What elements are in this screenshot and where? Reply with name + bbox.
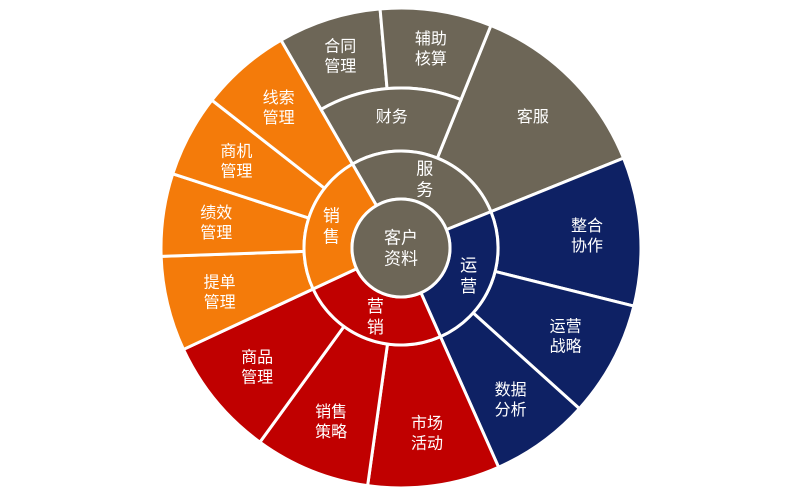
item-label-operation-2-line: 数据 — [495, 380, 527, 399]
item-label-service-0: 客服 — [517, 107, 549, 126]
item-label-operation-0-line: 整合 — [571, 216, 603, 235]
item-label-service-1: 财务 — [376, 107, 408, 126]
category-label-marketing: 营销 — [367, 297, 384, 338]
item-label-operation-2-line: 分析 — [495, 400, 527, 419]
item-label-marketing-0-line: 活动 — [411, 434, 443, 453]
center-hub — [350, 197, 452, 299]
item-label-sales-2-line: 管理 — [220, 161, 252, 180]
subitem-label-service-0-line: 合同 — [324, 36, 356, 55]
center-label-line: 客户 — [384, 229, 418, 249]
item-label-marketing-2: 商品管理 — [241, 348, 273, 387]
subitem-label-service-1: 辅助核算 — [415, 29, 447, 68]
item-label-sales-1: 绩效管理 — [200, 203, 232, 242]
item-label-marketing-1-line: 策略 — [315, 422, 347, 441]
category-label-sales-line: 售 — [323, 228, 340, 248]
item-label-sales-1-line: 管理 — [200, 223, 232, 242]
outer-ring — [159, 6, 643, 490]
category-label-service: 服务 — [416, 159, 433, 200]
subitem-label-service-1-line: 核算 — [415, 49, 447, 68]
item-label-marketing-2-line: 商品 — [241, 348, 273, 367]
category-label-marketing-line: 销 — [367, 318, 384, 338]
item-label-operation-1: 运营战略 — [550, 317, 582, 356]
category-label-service-line: 服 — [416, 159, 433, 179]
item-label-marketing-1-line: 销售 — [315, 402, 347, 421]
subitem-label-service-0: 合同管理 — [324, 36, 356, 75]
center-label-line: 资料 — [384, 250, 418, 270]
item-label-marketing-0-line: 市场 — [411, 414, 443, 433]
item-label-sales-3: 线索管理 — [263, 88, 295, 127]
category-label-operation: 运营 — [460, 256, 477, 297]
item-label-service-1-line: 财务 — [376, 107, 408, 126]
item-label-operation-1-line: 战略 — [550, 337, 582, 356]
category-label-operation-line: 营 — [460, 277, 477, 297]
subitem-label-service-1-line: 辅助 — [415, 29, 447, 48]
item-label-sales-2-line: 商机 — [220, 141, 252, 160]
item-label-sales-2: 商机管理 — [220, 141, 252, 180]
category-label-operation-line: 运 — [460, 256, 477, 276]
item-label-operation-1-line: 运营 — [550, 317, 582, 336]
category-label-sales: 销售 — [323, 207, 340, 248]
item-label-sales-0: 提单管理 — [204, 273, 236, 312]
center-label: 客户资料 — [384, 229, 418, 270]
item-label-operation-0: 整合协作 — [571, 216, 603, 255]
item-label-operation-0-line: 协作 — [571, 236, 603, 255]
category-label-service-line: 务 — [416, 180, 433, 200]
item-label-marketing-1: 销售策略 — [315, 402, 347, 441]
item-label-sales-0-line: 提单 — [204, 273, 236, 292]
category-ring — [302, 149, 500, 347]
labels: 服务客服财务合同管理辅助核算运营整合协作运营战略数据分析营销市场活动销售策略商品… — [200, 29, 603, 452]
item-label-sales-3-line: 线索 — [263, 88, 295, 107]
item-label-sales-3-line: 管理 — [263, 108, 295, 127]
item-label-marketing-2-line: 管理 — [241, 368, 273, 387]
item-label-sales-0-line: 管理 — [204, 293, 236, 312]
item-label-service-0-line: 客服 — [517, 107, 549, 126]
subitem-label-service-0-line: 管理 — [324, 56, 356, 75]
center-circle — [350, 197, 452, 299]
item-label-marketing-0: 市场活动 — [411, 414, 443, 453]
item-label-operation-2: 数据分析 — [495, 380, 527, 419]
category-label-marketing-line: 营 — [367, 297, 384, 317]
category-label-sales-line: 销 — [323, 207, 340, 227]
item-label-sales-1-line: 绩效 — [200, 203, 232, 222]
